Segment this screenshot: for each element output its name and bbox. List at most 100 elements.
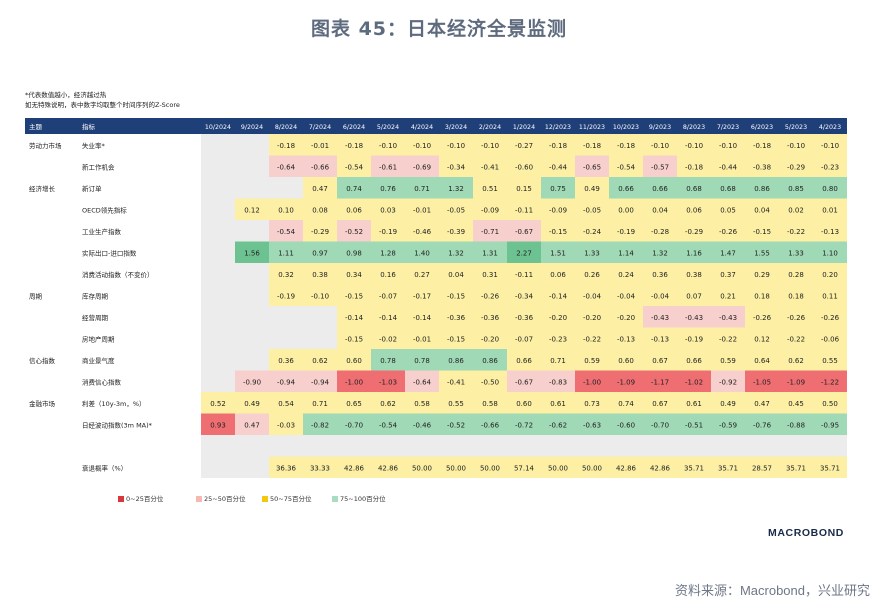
heatmap-cell [337,155,372,178]
cell-value: -0.76 [753,421,772,429]
cell-value: 50.00 [446,464,466,472]
heatmap-cell [643,198,678,221]
cell-value: -0.54 [617,163,636,171]
cell-value: -0.15 [549,228,567,236]
cell-value: -0.60 [515,163,533,171]
heatmap-cell [541,349,576,371]
heatmap-cell [405,263,440,285]
heatmap-cell [541,456,576,478]
column-header: 9/2024 [241,124,263,131]
heatmap-cell [745,456,780,478]
heatmap-cell [439,198,474,221]
cell-value: 0.62 [312,357,328,365]
legend-item: 0~25百分位 [118,493,163,503]
heatmap-cell [201,263,236,285]
heatmap-cell [371,155,406,178]
cell-value: 1.11 [278,249,294,257]
cell-value: 0.68 [686,185,702,193]
cell-value: 0.06 [346,206,362,214]
heatmap-cell [575,370,610,393]
cell-value: 0.00 [618,206,634,214]
cell-value: -0.10 [311,292,329,300]
heatmap-cell [575,413,610,436]
heatmap-cell [609,134,644,156]
row-label: 消费活动指数（不变价） [82,270,154,279]
heatmap-cell [643,349,678,371]
heatmap-cell [235,284,270,307]
cell-value: 0.54 [278,400,294,408]
heatmap-cell [711,413,746,436]
cell-value: -0.07 [515,335,533,343]
cell-value: -0.19 [379,228,397,236]
heatmap-cell [269,177,304,199]
cell-value: -0.20 [549,314,567,322]
cell-value: 0.52 [210,400,226,408]
heatmap-cell [609,284,644,307]
heatmap-cell [541,198,576,221]
cell-value: -0.17 [413,292,431,300]
cell-value: 50.00 [480,464,500,472]
cell-value: 1.55 [754,249,770,257]
heatmap-cell [439,327,474,350]
cell-value: 0.34 [346,271,362,279]
cell-value: 0.66 [686,357,702,365]
heatmap-cell [371,456,406,478]
column-header: 6/2023 [751,124,773,131]
heatmap-cell [813,370,847,393]
heatmap-cell [371,220,406,242]
heatmap-cell [507,413,542,436]
heatmap-cell [643,284,678,307]
cell-value: -1.03 [379,378,397,386]
cell-value: -0.10 [447,142,465,150]
cell-value: -0.18 [345,142,363,150]
heatmap-cell [541,413,576,436]
heatmap-cell [711,435,746,457]
row-group-label: 信心指数 [29,356,56,365]
heatmap-cell [677,134,712,156]
column-header: 10/2024 [205,124,231,131]
heatmap-cell [575,435,610,457]
cell-value: 42.86 [650,464,671,472]
cell-value: 0.47 [754,400,770,408]
heatmap-cell [711,306,746,328]
heatmap-cell [745,370,780,393]
legend-swatch [262,496,268,502]
cell-value: -0.14 [549,292,568,300]
heatmap-cell [643,435,678,457]
heatmap-cell [235,241,270,264]
heatmap-cell [779,435,814,457]
cell-value: 0.18 [754,292,770,300]
heatmap-cell [405,134,440,156]
cell-value: 0.10 [278,206,294,214]
heatmap-cell [201,155,236,178]
cell-value: -0.10 [379,142,397,150]
heatmap-cell [541,370,576,393]
cell-value: 1.14 [618,249,634,257]
heatmap-cell [405,177,440,199]
heatmap-cell [371,327,406,350]
heatmap-cell [439,370,474,393]
heatmap-cell [337,198,372,221]
heatmap-cell [507,435,542,457]
cell-value: -1.02 [685,378,703,386]
heatmap-cell [337,220,372,242]
cell-value: -0.59 [719,421,737,429]
cell-value: 1.10 [822,249,838,257]
heatmap-cell [405,198,440,221]
heatmap-cell [575,284,610,307]
heatmap-cell [609,241,644,264]
heatmap-cell [745,327,780,350]
cell-value: -0.26 [481,292,500,300]
row-label: 日经波动指数(3m MA)* [82,420,153,429]
cell-value: 0.31 [482,271,498,279]
cell-value: -0.04 [583,292,602,300]
heatmap-cell [201,413,236,436]
heatmap-cell [507,392,542,414]
heatmap-cell [439,241,474,264]
heatmap-cell [779,413,814,436]
cell-value: 35.71 [718,464,738,472]
heatmap-cell [745,220,780,242]
heatmap-cell [813,392,847,414]
cell-value: -0.34 [447,163,466,171]
heatmap-cell [779,392,814,414]
